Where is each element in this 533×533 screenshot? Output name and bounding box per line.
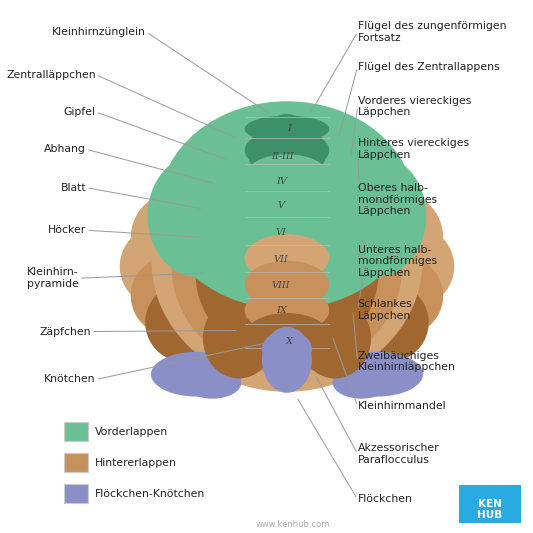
Text: Zweibäuchiges
Kleinhirnläppchen: Zweibäuchiges Kleinhirnläppchen <box>358 351 456 372</box>
Ellipse shape <box>369 225 454 308</box>
Text: Höcker: Höcker <box>48 225 86 235</box>
Ellipse shape <box>245 234 329 282</box>
Text: Zäpfchen: Zäpfchen <box>39 327 91 336</box>
Ellipse shape <box>245 206 329 254</box>
Ellipse shape <box>131 256 213 336</box>
Ellipse shape <box>172 160 402 373</box>
Text: HUB: HUB <box>477 510 503 520</box>
Ellipse shape <box>203 298 275 378</box>
Text: Knötchen: Knötchen <box>44 375 96 384</box>
Text: Flöckchen-Knötchen: Flöckchen-Knötchen <box>95 489 205 498</box>
Text: I: I <box>287 125 291 133</box>
FancyBboxPatch shape <box>64 453 87 472</box>
Ellipse shape <box>262 327 312 393</box>
Text: X: X <box>285 337 293 345</box>
Text: Vorderes viereckiges
Läppchen: Vorderes viereckiges Läppchen <box>358 96 471 117</box>
Ellipse shape <box>245 287 329 333</box>
Ellipse shape <box>151 138 423 385</box>
Text: Kleinhirn-
pyramide: Kleinhirn- pyramide <box>27 268 79 289</box>
Text: KEN: KEN <box>478 499 502 509</box>
Text: Flöckchen: Flöckchen <box>358 495 413 504</box>
Ellipse shape <box>145 282 227 362</box>
Ellipse shape <box>269 114 305 144</box>
Ellipse shape <box>247 121 326 183</box>
Ellipse shape <box>333 367 390 399</box>
Ellipse shape <box>245 313 329 359</box>
Ellipse shape <box>131 192 222 282</box>
Ellipse shape <box>332 352 423 397</box>
Ellipse shape <box>361 256 443 336</box>
FancyBboxPatch shape <box>458 485 521 523</box>
Text: VI: VI <box>276 229 287 237</box>
Ellipse shape <box>352 192 443 282</box>
Ellipse shape <box>184 367 241 399</box>
Text: II-III: II-III <box>271 152 294 161</box>
Text: Hintererlappen: Hintererlappen <box>95 458 177 467</box>
Ellipse shape <box>299 298 371 378</box>
Ellipse shape <box>128 200 239 338</box>
Text: Kleinhirnzünglein: Kleinhirnzünglein <box>52 27 146 37</box>
Ellipse shape <box>151 352 243 397</box>
Ellipse shape <box>245 261 329 309</box>
Text: Flügel des zungenförmigen
Fortsatz: Flügel des zungenförmigen Fortsatz <box>358 21 506 43</box>
Ellipse shape <box>335 200 446 338</box>
Text: Kleinhirnmandel: Kleinhirnmandel <box>358 401 446 411</box>
Ellipse shape <box>245 116 329 142</box>
Ellipse shape <box>148 155 248 277</box>
Text: www.kenhub.com: www.kenhub.com <box>255 520 330 529</box>
Ellipse shape <box>347 282 429 362</box>
Text: IV: IV <box>276 177 287 185</box>
Ellipse shape <box>196 189 378 360</box>
Text: IX: IX <box>276 306 287 314</box>
Text: Blatt: Blatt <box>60 183 86 192</box>
Text: Oberes halb-
mondförmiges
Läppchen: Oberes halb- mondförmiges Läppchen <box>358 183 437 216</box>
Ellipse shape <box>145 131 429 392</box>
Text: Schlankes
Läppchen: Schlankes Läppchen <box>358 300 413 321</box>
Ellipse shape <box>245 154 329 200</box>
Ellipse shape <box>164 308 241 380</box>
Text: Hinteres viereckiges
Läppchen: Hinteres viereckiges Läppchen <box>358 139 469 160</box>
Ellipse shape <box>333 308 409 380</box>
Text: Abhang: Abhang <box>44 144 86 154</box>
Ellipse shape <box>120 225 204 308</box>
Text: VIII: VIII <box>272 281 290 289</box>
Ellipse shape <box>245 130 329 171</box>
Ellipse shape <box>159 101 414 309</box>
Text: Vorderlappen: Vorderlappen <box>95 427 168 437</box>
Text: Unteres halb-
mondförmiges
Läppchen: Unteres halb- mondförmiges Läppchen <box>358 245 437 278</box>
FancyBboxPatch shape <box>64 422 87 441</box>
Ellipse shape <box>245 180 329 228</box>
Ellipse shape <box>262 330 312 368</box>
Text: Zentralläppchen: Zentralläppchen <box>6 70 96 79</box>
Text: V: V <box>278 201 285 210</box>
FancyBboxPatch shape <box>64 484 87 503</box>
Text: Gipfel: Gipfel <box>64 107 96 117</box>
Text: VII: VII <box>274 255 288 263</box>
Text: Flügel des Zentrallappens: Flügel des Zentrallappens <box>358 62 499 71</box>
Ellipse shape <box>326 155 426 277</box>
Text: Akzessorischer
Paraflocculus: Akzessorischer Paraflocculus <box>358 443 439 465</box>
